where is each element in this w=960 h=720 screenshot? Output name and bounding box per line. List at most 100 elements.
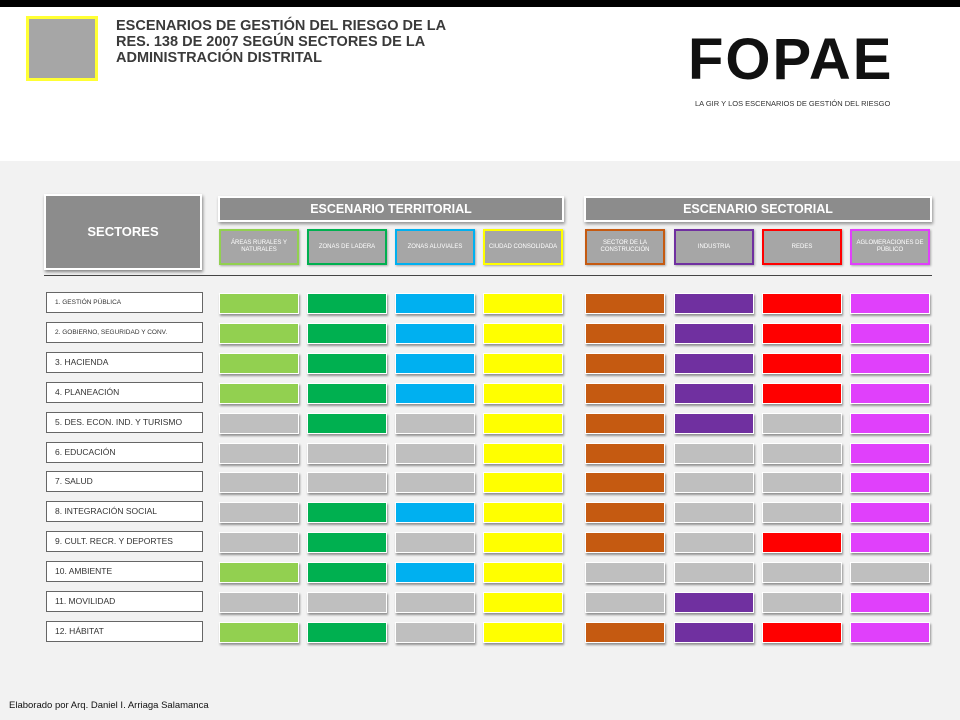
active-cell	[219, 562, 299, 583]
sector-row-label: 5. DES. ECON. IND. Y TURISMO	[46, 412, 203, 433]
active-cell	[850, 443, 930, 464]
active-cell	[483, 443, 563, 464]
active-cell	[762, 532, 842, 553]
active-cell	[395, 383, 475, 404]
inactive-cell	[395, 443, 475, 464]
active-cell	[850, 592, 930, 613]
sector-row-label: 8. INTEGRACIÓN SOCIAL	[46, 501, 203, 522]
sector-row-label: 10. AMBIENTE	[46, 561, 203, 582]
active-cell	[307, 383, 387, 404]
active-cell	[307, 413, 387, 434]
active-cell	[585, 622, 665, 643]
column-header: CIUDAD CONSOLIDADA	[483, 229, 563, 265]
active-cell	[674, 413, 754, 434]
active-cell	[850, 383, 930, 404]
column-header: ÁREAS RURALES Y NATURALES	[219, 229, 299, 265]
decorative-square	[26, 16, 98, 81]
active-cell	[850, 502, 930, 523]
sector-row-label: 11. MOVILIDAD	[46, 591, 203, 612]
sector-row-label: 3. HACIENDA	[46, 352, 203, 373]
inactive-cell	[674, 532, 754, 553]
active-cell	[395, 293, 475, 314]
active-cell	[307, 562, 387, 583]
active-cell	[219, 293, 299, 314]
active-cell	[585, 293, 665, 314]
inactive-cell	[395, 413, 475, 434]
active-cell	[307, 353, 387, 374]
inactive-cell	[674, 472, 754, 493]
active-cell	[395, 502, 475, 523]
active-cell	[483, 293, 563, 314]
column-header: ZONAS ALUVIALES	[395, 229, 475, 265]
active-cell	[585, 353, 665, 374]
active-cell	[762, 622, 842, 643]
divider-line	[44, 275, 932, 276]
active-cell	[762, 293, 842, 314]
active-cell	[483, 472, 563, 493]
active-cell	[483, 413, 563, 434]
active-cell	[850, 323, 930, 344]
active-cell	[307, 293, 387, 314]
sectores-label: SECTORES	[87, 224, 159, 239]
territorial-header: ESCENARIO TERRITORIAL	[218, 196, 564, 222]
active-cell	[674, 592, 754, 613]
active-cell	[307, 622, 387, 643]
active-cell	[395, 353, 475, 374]
active-cell	[219, 323, 299, 344]
active-cell	[762, 383, 842, 404]
inactive-cell	[585, 562, 665, 583]
inactive-cell	[219, 413, 299, 434]
active-cell	[585, 443, 665, 464]
active-cell	[850, 353, 930, 374]
active-cell	[483, 532, 563, 553]
inactive-cell	[674, 443, 754, 464]
active-cell	[307, 532, 387, 553]
active-cell	[483, 502, 563, 523]
inactive-cell	[219, 443, 299, 464]
inactive-cell	[762, 413, 842, 434]
active-cell	[219, 622, 299, 643]
active-cell	[850, 293, 930, 314]
active-cell	[483, 323, 563, 344]
active-cell	[850, 413, 930, 434]
inactive-cell	[219, 532, 299, 553]
active-cell	[674, 622, 754, 643]
active-cell	[219, 383, 299, 404]
column-header: AGLOMERACIONES DE PÚBLICO	[850, 229, 930, 265]
sector-row-label: 6. EDUCACIÓN	[46, 442, 203, 463]
active-cell	[585, 413, 665, 434]
active-cell	[483, 562, 563, 583]
inactive-cell	[307, 472, 387, 493]
column-header: ZONAS DE LADERA	[307, 229, 387, 265]
active-cell	[674, 293, 754, 314]
sector-row-label: 4. PLANEACIÓN	[46, 382, 203, 403]
active-cell	[585, 502, 665, 523]
inactive-cell	[395, 592, 475, 613]
active-cell	[585, 323, 665, 344]
active-cell	[483, 383, 563, 404]
inactive-cell	[307, 443, 387, 464]
inactive-cell	[762, 562, 842, 583]
active-cell	[483, 622, 563, 643]
footer-credit: Elaborado por Arq. Daniel I. Arriaga Sal…	[9, 700, 209, 711]
inactive-cell	[395, 532, 475, 553]
inactive-cell	[674, 502, 754, 523]
sector-row-label: 1. GESTIÓN PÚBLICA	[46, 292, 203, 313]
sectorial-header: ESCENARIO SECTORIAL	[584, 196, 932, 222]
active-cell	[483, 592, 563, 613]
active-cell	[483, 353, 563, 374]
inactive-cell	[395, 472, 475, 493]
inactive-cell	[585, 592, 665, 613]
inactive-cell	[674, 562, 754, 583]
active-cell	[674, 323, 754, 344]
active-cell	[762, 353, 842, 374]
inactive-cell	[219, 502, 299, 523]
column-header: REDES	[762, 229, 842, 265]
inactive-cell	[219, 592, 299, 613]
inactive-cell	[762, 592, 842, 613]
inactive-cell	[762, 502, 842, 523]
inactive-cell	[219, 472, 299, 493]
logo-subtitle: LA GIR Y LOS ESCENARIOS DE GESTIÓN DEL R…	[695, 99, 891, 108]
page-title: ESCENARIOS DE GESTIÓN DEL RIESGO DE LA R…	[116, 18, 446, 66]
active-cell	[850, 622, 930, 643]
